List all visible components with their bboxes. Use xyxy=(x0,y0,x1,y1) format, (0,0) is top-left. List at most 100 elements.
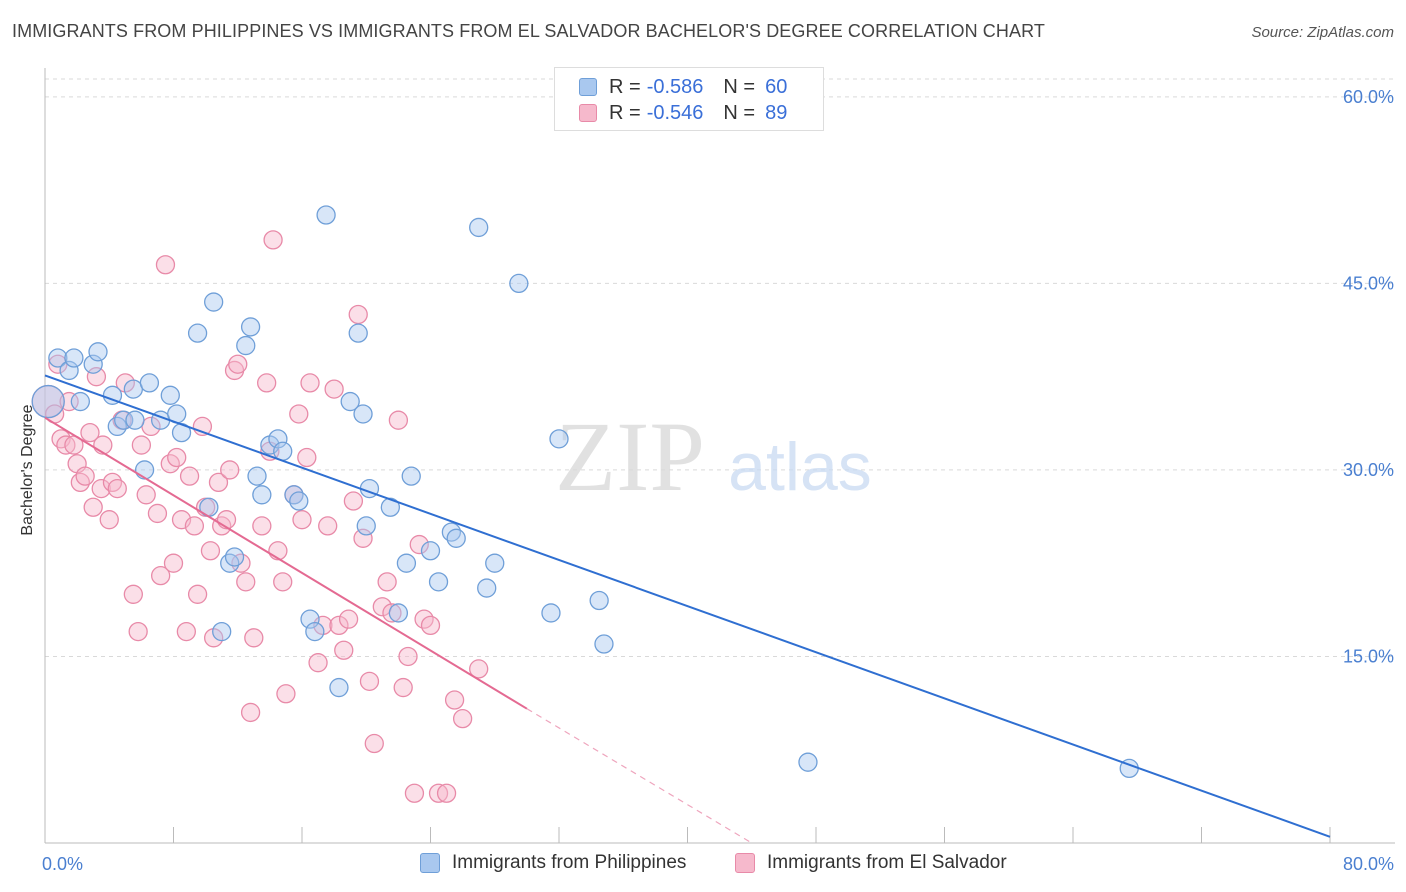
trend-line-elsalvador xyxy=(44,416,528,710)
data-point-philippines xyxy=(396,553,417,573)
data-point-elsalvador xyxy=(268,541,288,561)
data-point-elsalvador xyxy=(187,584,208,604)
data-point-elsalvador xyxy=(200,541,221,561)
data-point-philippines xyxy=(114,410,134,430)
legend-r-label: R = xyxy=(609,101,641,124)
data-point-elsalvador xyxy=(263,230,283,250)
data-point-philippines xyxy=(329,677,349,698)
data-point-elsalvador xyxy=(444,690,465,710)
data-point-philippines xyxy=(48,348,68,368)
data-point-philippines xyxy=(305,621,325,642)
data-point-elsalvador xyxy=(123,584,143,604)
data-point-philippines xyxy=(594,634,614,654)
watermark: ZIP atlas xyxy=(555,401,872,512)
data-point-philippines xyxy=(348,323,368,343)
data-point-elsalvador xyxy=(398,646,418,667)
data-point-philippines xyxy=(123,379,143,399)
data-point-philippines xyxy=(252,485,272,505)
data-point-elsalvador xyxy=(420,615,441,636)
data-point-elsalvador xyxy=(150,565,171,586)
data-point-elsalvador xyxy=(208,472,229,493)
data-point-elsalvador xyxy=(136,485,156,505)
data-point-elsalvador xyxy=(131,435,152,455)
legend-swatch-philippines xyxy=(579,78,597,96)
data-point-elsalvador xyxy=(343,491,364,511)
data-point-elsalvador xyxy=(244,628,264,648)
data-point-philippines xyxy=(485,553,505,573)
legend-swatch-philippines xyxy=(420,853,440,873)
data-point-philippines xyxy=(224,547,245,567)
legend-n-label: N = xyxy=(723,101,756,124)
data-point-philippines xyxy=(541,603,561,623)
data-point-elsalvador xyxy=(364,733,384,754)
data-point-philippines xyxy=(300,609,320,629)
legend-label-philippines: Immigrants from Philippines xyxy=(452,852,687,873)
data-point-elsalvador xyxy=(436,783,457,803)
data-point-elsalvador xyxy=(348,304,368,325)
data-point-elsalvador xyxy=(382,603,402,623)
data-point-elsalvador xyxy=(452,708,473,729)
data-point-philippines xyxy=(102,385,123,405)
data-point-elsalvador xyxy=(308,653,328,673)
data-point-elsalvador xyxy=(167,447,187,468)
data-point-philippines xyxy=(247,466,267,486)
data-point-elsalvador xyxy=(155,255,176,275)
data-point-elsalvador xyxy=(59,391,79,412)
legend-label-elsalvador: Immigrants from El Salvador xyxy=(767,852,1007,873)
legend-r-value: -0.546 xyxy=(646,101,704,124)
data-point-philippines xyxy=(88,342,108,362)
chart-source: Source: ZipAtlas.com xyxy=(1251,24,1394,41)
data-point-elsalvador xyxy=(353,528,373,548)
data-point-elsalvador xyxy=(338,609,359,629)
data-point-philippines xyxy=(160,385,180,405)
data-point-elsalvador xyxy=(220,460,240,480)
data-point-philippines xyxy=(420,541,441,561)
data-point-philippines xyxy=(353,404,373,424)
legend-row-elsalvador: R = -0.546 N = 89 xyxy=(555,100,787,126)
data-point-elsalvador xyxy=(56,435,76,455)
axes xyxy=(44,68,1395,844)
data-point-elsalvador xyxy=(107,478,127,499)
data-point-elsalvador xyxy=(377,572,397,592)
data-point-philippines xyxy=(388,603,409,623)
data-point-philippines xyxy=(187,323,208,343)
tick-labels: 15.0% 30.0% 45.0% 60.0% 0.0% 80.0% xyxy=(42,87,1394,874)
data-point-philippines xyxy=(289,491,309,511)
data-point-philippines xyxy=(356,516,376,536)
series-legend: Immigrants from Philippines Immigrants f… xyxy=(0,852,1406,878)
data-point-philippines xyxy=(240,317,261,337)
data-point-philippines xyxy=(469,217,489,238)
data-point-elsalvador xyxy=(83,497,103,517)
data-point-elsalvador xyxy=(324,379,344,399)
data-point-elsalvador xyxy=(292,510,312,530)
data-point-elsalvador xyxy=(252,516,272,536)
data-point-philippines xyxy=(204,292,224,312)
data-point-elsalvador xyxy=(334,640,354,660)
data-point-elsalvador xyxy=(329,615,349,636)
data-point-elsalvador xyxy=(184,516,205,536)
data-point-philippines xyxy=(549,429,569,449)
x-tick-label-min: 0.0% xyxy=(42,854,83,874)
data-point-elsalvador xyxy=(409,534,429,555)
data-point-philippines xyxy=(589,590,609,611)
legend-swatch-elsalvador xyxy=(579,104,597,122)
data-point-elsalvador xyxy=(86,367,107,387)
data-point-elsalvador xyxy=(240,702,261,723)
data-point-elsalvador xyxy=(80,422,100,443)
data-point-elsalvador xyxy=(393,677,413,698)
data-point-philippines xyxy=(316,205,336,225)
data-point-philippines xyxy=(380,497,400,517)
data-point-elsalvador xyxy=(128,621,148,642)
data-point-elsalvador xyxy=(300,373,320,393)
data-point-philippines xyxy=(268,429,288,449)
data-point-philippines xyxy=(340,391,360,412)
watermark-atlas: atlas xyxy=(728,429,872,505)
data-point-elsalvador xyxy=(257,373,277,393)
data-point-elsalvador xyxy=(228,354,248,374)
data-point-philippines xyxy=(798,752,818,772)
data-point-philippines xyxy=(212,621,232,642)
data-point-elsalvador xyxy=(297,447,317,468)
data-point-philippines xyxy=(428,572,449,592)
chart-title: IMMIGRANTS FROM PHILIPPINES VS IMMIGRANT… xyxy=(12,21,1045,41)
legend-row-philippines: R = -0.586 N = 60 xyxy=(555,74,787,100)
